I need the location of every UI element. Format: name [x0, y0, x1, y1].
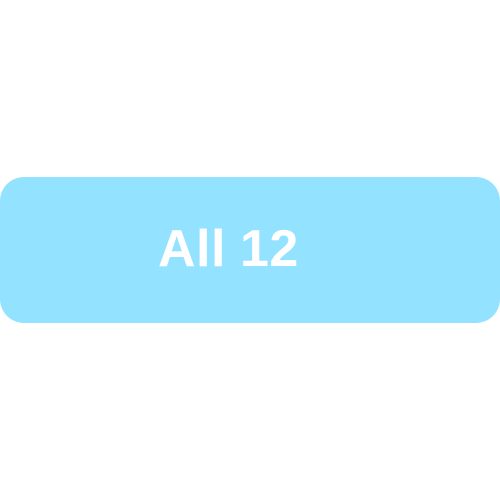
- chip-text: All 12: [158, 223, 299, 275]
- filter-count: 12: [239, 220, 299, 278]
- all-filter-button[interactable]: All 12: [0, 177, 500, 323]
- filter-label: All: [158, 220, 226, 278]
